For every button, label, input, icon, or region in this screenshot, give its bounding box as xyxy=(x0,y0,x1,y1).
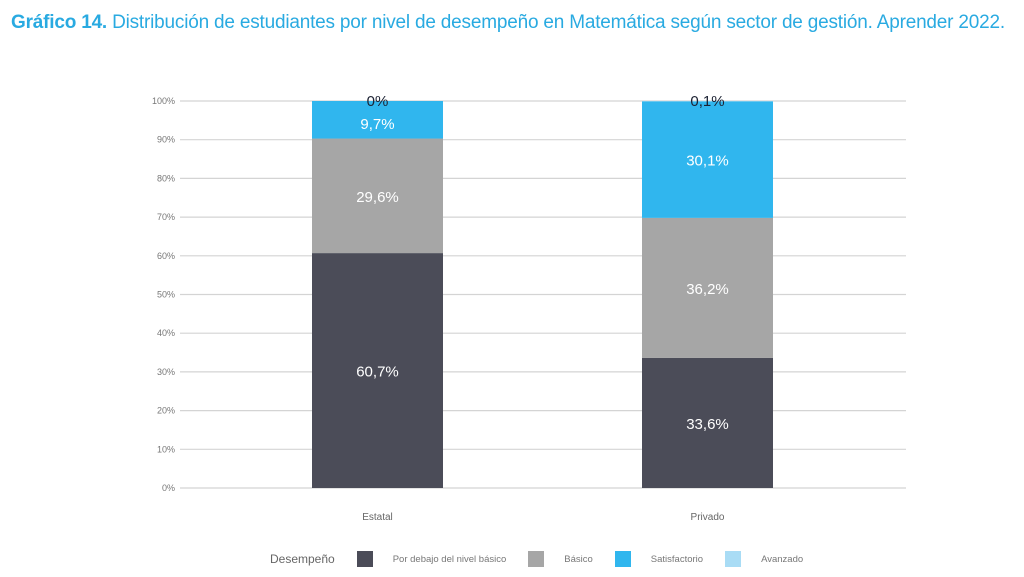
bar-segment xyxy=(642,101,773,218)
y-tick-label: 10% xyxy=(157,444,175,454)
x-axis-categories: Estatal Privado xyxy=(362,512,725,523)
y-tick-label: 40% xyxy=(157,328,175,338)
legend-label: Básico xyxy=(564,553,593,565)
y-tick-label: 0% xyxy=(162,483,175,493)
data-labels: 60,7% 29,6% 9,7% 0% 33,6% 36,2% 30,1% 0,1% xyxy=(356,93,729,433)
gridlines xyxy=(180,100,906,489)
data-label: 29,6% xyxy=(356,189,399,206)
data-label: 33,6% xyxy=(686,416,729,433)
y-tick-label: 50% xyxy=(157,290,175,300)
legend-swatch xyxy=(356,551,373,567)
data-label: 36,2% xyxy=(686,281,729,298)
bar-segment xyxy=(312,253,443,488)
data-label: 0,1% xyxy=(690,93,724,110)
legend-label: Satisfactorio xyxy=(650,553,704,565)
bar-segment xyxy=(642,217,773,358)
data-label: 9,7% xyxy=(360,116,394,133)
y-axis-ticks: 0% 10% 20% 30% 40% 50% 60% 70% 80% 90% 100% xyxy=(152,96,175,493)
x-category-label: Estatal xyxy=(362,512,393,523)
stacked-bar-chart: 0% 10% 20% 30% 40% 50% 60% 70% 80% 90% 100% 60,7% 2… xyxy=(152,93,906,523)
legend-label: Por debajo del nivel básico xyxy=(392,553,507,565)
bar-segment xyxy=(642,357,773,488)
bar-segment xyxy=(312,138,443,254)
chart-title: Gráfico 14. Distribución de estudiantes … xyxy=(11,11,1016,34)
legend: Desempeño Por debajo del nivel básico Bás… xyxy=(270,550,825,568)
y-tick-label: 20% xyxy=(157,406,175,416)
y-tick-label: 90% xyxy=(157,135,175,145)
data-label: 0% xyxy=(367,93,389,110)
y-tick-label: 60% xyxy=(157,251,175,261)
legend-swatch xyxy=(614,551,631,567)
legend-label: Avanzado xyxy=(761,553,804,565)
y-tick-label: 70% xyxy=(157,212,175,222)
chart-title-text: Distribución de estudiantes por nivel de… xyxy=(107,12,1005,33)
data-label: 60,7% xyxy=(356,364,399,381)
legend-title: Desempeño xyxy=(270,552,335,566)
y-tick-label: 30% xyxy=(157,367,175,377)
data-label: 30,1% xyxy=(686,153,729,170)
x-category-label: Privado xyxy=(691,512,725,523)
legend-swatch xyxy=(725,551,742,567)
bars xyxy=(312,101,773,488)
bar-segment xyxy=(312,101,443,139)
y-tick-label: 100% xyxy=(152,96,175,106)
y-tick-label: 80% xyxy=(157,173,175,183)
legend-swatch xyxy=(528,551,545,567)
chart-title-number: Gráfico 14. xyxy=(11,12,108,33)
